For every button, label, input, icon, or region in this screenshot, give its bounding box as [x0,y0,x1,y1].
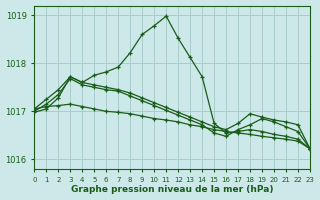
X-axis label: Graphe pression niveau de la mer (hPa): Graphe pression niveau de la mer (hPa) [71,185,273,194]
